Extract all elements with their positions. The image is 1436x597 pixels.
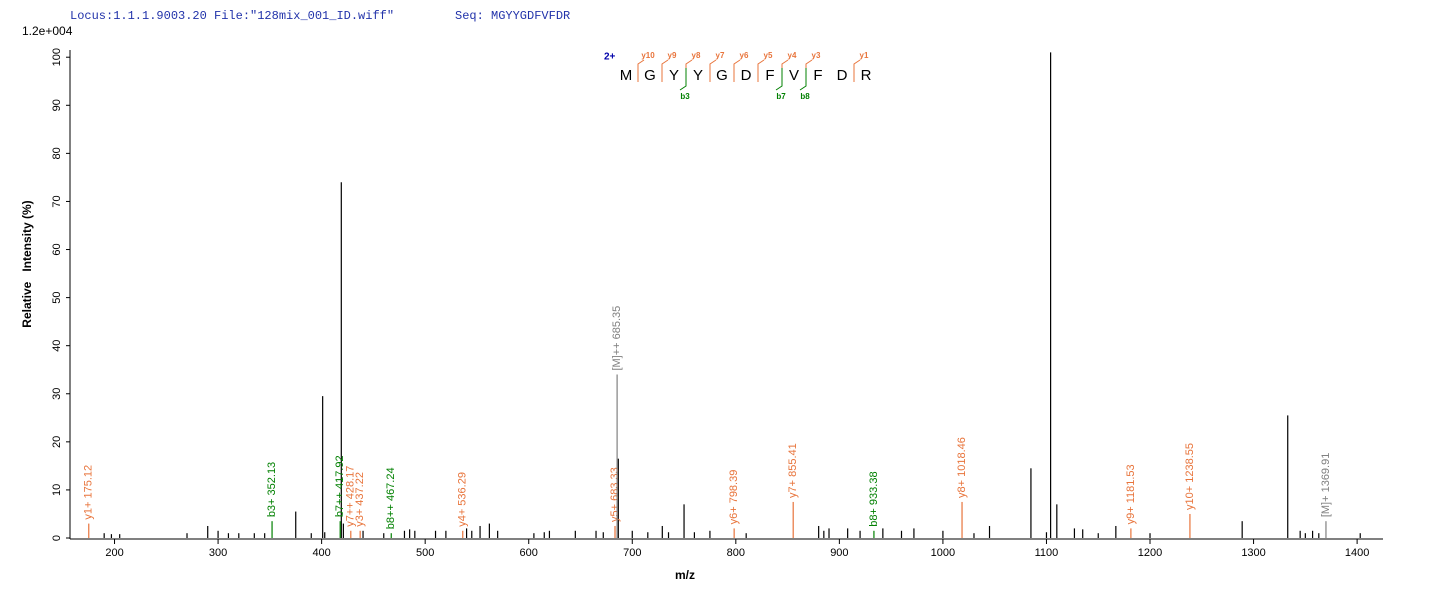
x-tick-label: 600: [520, 547, 538, 559]
x-tick-label: 400: [312, 547, 330, 559]
x-tick-label: 300: [209, 547, 227, 559]
y-tick-label: 40: [51, 340, 63, 352]
b-ion-bracket: [775, 68, 783, 91]
peak-label: b8++ 467.24: [385, 467, 397, 529]
y-ion-bracket: [781, 59, 789, 82]
y-tick-label: 90: [51, 99, 63, 111]
x-tick-label: 1300: [1241, 547, 1265, 559]
y-tick-label: 0: [51, 535, 63, 541]
residue: R: [861, 67, 872, 84]
peak-label: y9+ 1181.53: [1125, 464, 1137, 524]
peak-label: [M]+ 1369.91: [1320, 453, 1332, 518]
peak-label: y10+ 1238.55: [1184, 443, 1196, 510]
header-locus: Locus:1.1.1.9003.20 File:"128mix_001_ID.…: [70, 9, 394, 23]
residue: G: [716, 67, 728, 84]
b-ion-bracket: [679, 68, 687, 91]
y-ion-bracket: [637, 59, 645, 82]
residue: F: [813, 67, 822, 84]
peak-label: y7++ 428.17: [345, 466, 357, 527]
y-tick-label: 60: [51, 243, 63, 255]
peak-label: y8+ 1018.46: [956, 437, 968, 498]
peak-label: y1+ 175.12: [83, 465, 95, 520]
x-tick-label: 1200: [1138, 547, 1162, 559]
x-tick-label: 800: [727, 547, 745, 559]
x-tick-label: 1000: [931, 547, 955, 559]
charge-label: 2+: [604, 52, 616, 63]
b-ion-label: b8: [800, 92, 810, 101]
b-ion-label: b7: [776, 92, 786, 101]
peak-label: y5+ 683.33: [609, 467, 621, 522]
residue: Y: [669, 67, 679, 84]
residue: D: [837, 67, 848, 84]
y-tick-label: 20: [51, 436, 63, 448]
b-ion-bracket: [799, 68, 807, 91]
residue: V: [789, 67, 799, 84]
y-tick-label: 50: [51, 291, 63, 303]
y-ion-label: y10: [641, 51, 655, 60]
x-tick-label: 500: [416, 547, 434, 559]
peak-label: y6+ 798.39: [728, 470, 740, 525]
y-ion-bracket: [853, 59, 861, 82]
y-tick-label: 10: [51, 484, 63, 496]
y-axis-label: Relative Intensity (%): [20, 200, 34, 327]
y-ion-label: y5: [764, 51, 773, 60]
peak-label: [M]++ 685.35: [611, 306, 623, 371]
y-ion-bracket: [709, 59, 717, 82]
x-tick-label: 200: [105, 547, 123, 559]
y-ion-label: y8: [692, 51, 701, 60]
x-tick-label: 1100: [1035, 547, 1059, 559]
y-ion-bracket: [805, 59, 813, 82]
peak-label: y7+ 855.41: [787, 443, 799, 498]
residue: F: [765, 67, 774, 84]
y-tick-label: 100: [51, 48, 63, 66]
peak-label: b3+ 352.13: [266, 462, 278, 517]
y-ion-label: y1: [860, 51, 869, 60]
peak-label: b8+ 933.38: [868, 471, 880, 526]
y-tick-label: 30: [51, 388, 63, 400]
peak-label: y4+ 536.29: [457, 472, 469, 527]
y-ion-bracket: [733, 59, 741, 82]
x-tick-label: 700: [623, 547, 641, 559]
residue: M: [620, 67, 633, 84]
y-ion-label: y4: [788, 51, 797, 60]
x-tick-label: 900: [830, 547, 848, 559]
y-tick-label: 80: [51, 147, 63, 159]
y-ion-label: y3: [812, 51, 821, 60]
b-ion-label: b3: [680, 92, 690, 101]
y-ion-label: y6: [740, 51, 749, 60]
y-ion-bracket: [685, 59, 693, 82]
x-axis-label: m/z: [675, 568, 695, 582]
scale-label: 1.2e+004: [22, 24, 73, 38]
residue: G: [644, 67, 656, 84]
y-tick-label: 70: [51, 195, 63, 207]
y-ion-bracket: [661, 59, 669, 82]
peak-label: b7++ 417.92: [334, 455, 346, 517]
header-seq: Seq: MGYYGDFVFDR: [455, 9, 570, 23]
peak-label: y3+ 437.22: [354, 472, 366, 527]
y-ion-label: y9: [668, 51, 677, 60]
x-tick-label: 1400: [1345, 547, 1369, 559]
residue: Y: [693, 67, 703, 84]
y-ion-label: y7: [716, 51, 725, 60]
y-ion-bracket: [757, 59, 765, 82]
residue: D: [741, 67, 752, 84]
